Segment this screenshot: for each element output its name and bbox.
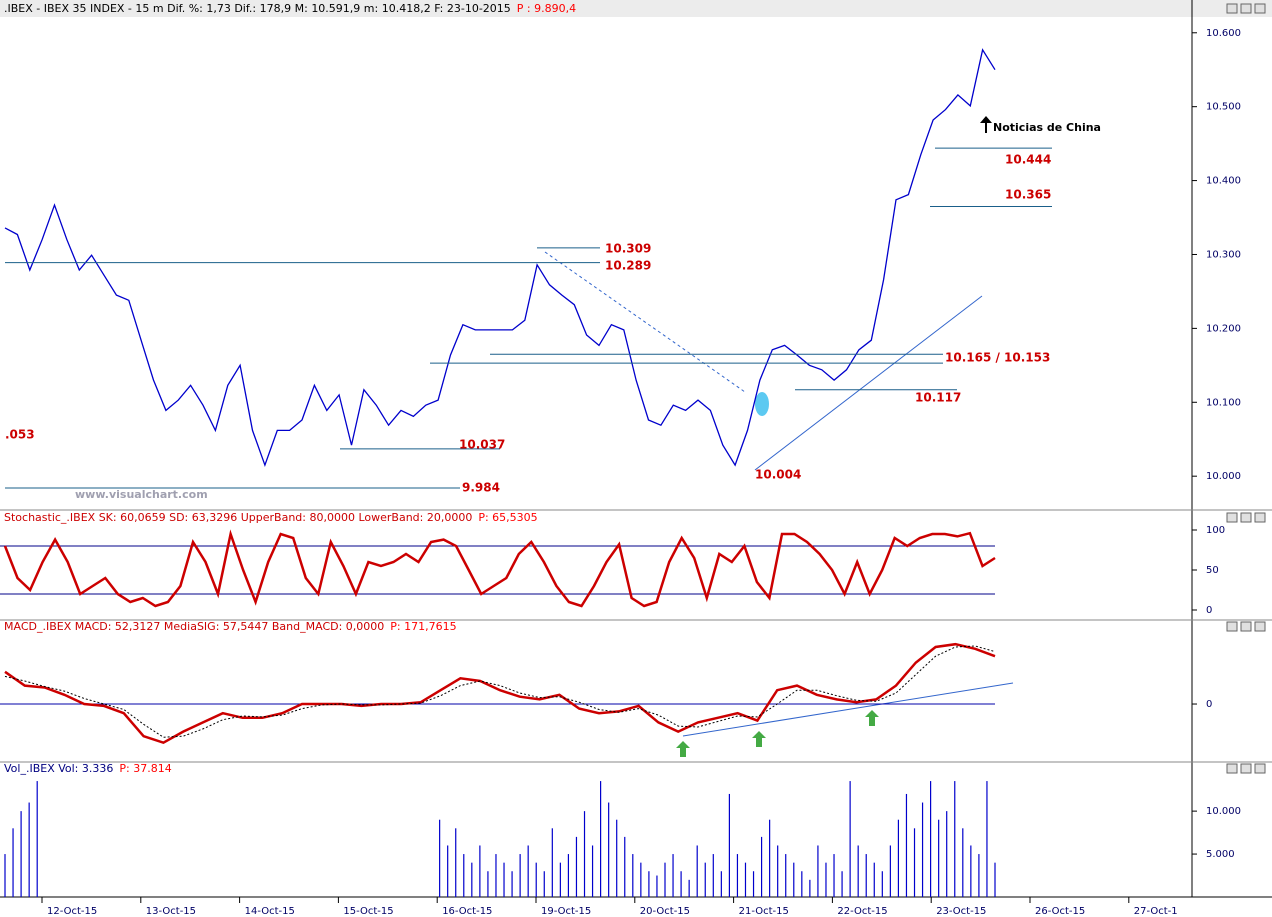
level-label: 10.365 — [1005, 188, 1051, 202]
panel-header: .IBEX - IBEX 35 INDEX - 15 m Dif. %: 1,7… — [4, 2, 576, 15]
header-bar — [0, 0, 1272, 17]
level-label: 10.309 — [605, 242, 651, 256]
y-tick-label: 10.200 — [1206, 323, 1241, 334]
header-text: Vol_.IBEX Vol: 3.336 — [4, 762, 113, 775]
trend-line — [544, 251, 746, 393]
y-tick-label: 100 — [1206, 525, 1225, 536]
window-button — [1240, 512, 1252, 523]
header-price: P : 9.890,4 — [517, 2, 576, 15]
level-label: 10.037 — [459, 438, 505, 452]
window-button — [1240, 763, 1252, 774]
header-text: .IBEX - IBEX 35 INDEX - 15 m Dif. %: 1,7… — [4, 2, 511, 15]
highlight — [755, 392, 769, 416]
header-text: Stochastic_.IBEX SK: 60,0659 SD: 63,3296… — [4, 511, 472, 524]
window-button — [1226, 621, 1238, 632]
level-label: 10.444 — [1005, 153, 1051, 167]
level-label: 10.165 / 10.153 — [945, 351, 1050, 365]
x-tick-label: 26-Oct-15 — [1035, 906, 1085, 917]
arrow — [980, 116, 992, 133]
y-tick-label: 10.100 — [1206, 397, 1241, 408]
window-button — [1226, 763, 1238, 774]
header-text: MACD_.IBEX MACD: 52,3127 MediaSIG: 57,54… — [4, 620, 384, 633]
level-label: .053 — [5, 428, 35, 442]
x-tick-label: 21-Oct-15 — [739, 906, 789, 917]
annotation: Noticias de China — [993, 121, 1101, 134]
level-label: 10.117 — [915, 391, 961, 405]
window-button — [1240, 621, 1252, 632]
window-button — [1240, 3, 1252, 14]
y-tick-label: 10.600 — [1206, 28, 1241, 39]
panel-header: Stochastic_.IBEX SK: 60,0659 SD: 63,3296… — [4, 511, 538, 524]
arrows — [676, 710, 879, 757]
header-price: P: 171,7615 — [390, 620, 456, 633]
y-tick-label: 50 — [1206, 565, 1219, 576]
x-tick-label: 13-Oct-15 — [146, 906, 196, 917]
y-tick-label: 10.300 — [1206, 249, 1241, 260]
x-tick-label: 27-Oct-1 — [1134, 906, 1178, 917]
panel-header: Vol_.IBEX Vol: 3.336 P: 37.814 — [4, 762, 172, 775]
x-tick-label: 12-Oct-15 — [47, 906, 97, 917]
window-button — [1226, 512, 1238, 523]
level-label: 9.984 — [462, 481, 500, 495]
trend-line — [682, 682, 1014, 737]
watermark: www.visualchart.com — [75, 488, 208, 501]
y-tick-label: 5.000 — [1206, 849, 1235, 860]
y-tick-label: 10.500 — [1206, 102, 1241, 113]
y-tick-label: 10.000 — [1206, 806, 1241, 817]
x-tick-label: 19-Oct-15 — [541, 906, 591, 917]
panel-header: MACD_.IBEX MACD: 52,3127 MediaSIG: 57,54… — [4, 620, 457, 633]
y-tick-label: 10.400 — [1206, 176, 1241, 187]
x-tick-label: 14-Oct-15 — [245, 906, 295, 917]
window-button — [1254, 3, 1266, 14]
level-label: 10.004 — [755, 468, 801, 482]
header-price: P: 37.814 — [119, 762, 171, 775]
level-label: 10.289 — [605, 259, 651, 273]
data-line — [4, 48, 996, 468]
y-tick-label: 0 — [1206, 699, 1212, 710]
window-button — [1254, 763, 1266, 774]
trend-line — [754, 295, 983, 471]
window-button — [1254, 512, 1266, 523]
x-tick-label: 20-Oct-15 — [640, 906, 690, 917]
x-tick-label: 15-Oct-15 — [343, 906, 393, 917]
x-tick-label: 16-Oct-15 — [442, 906, 492, 917]
window-button — [1226, 3, 1238, 14]
header-price: P: 65,5305 — [478, 511, 537, 524]
y-tick-label: 10.000 — [1206, 471, 1241, 482]
data-line — [3, 529, 996, 608]
y-tick-label: 0 — [1206, 605, 1212, 616]
x-tick-label: 22-Oct-15 — [837, 906, 887, 917]
x-tick-label: 23-Oct-15 — [936, 906, 986, 917]
window-button — [1254, 621, 1266, 632]
data-line — [4, 642, 996, 745]
